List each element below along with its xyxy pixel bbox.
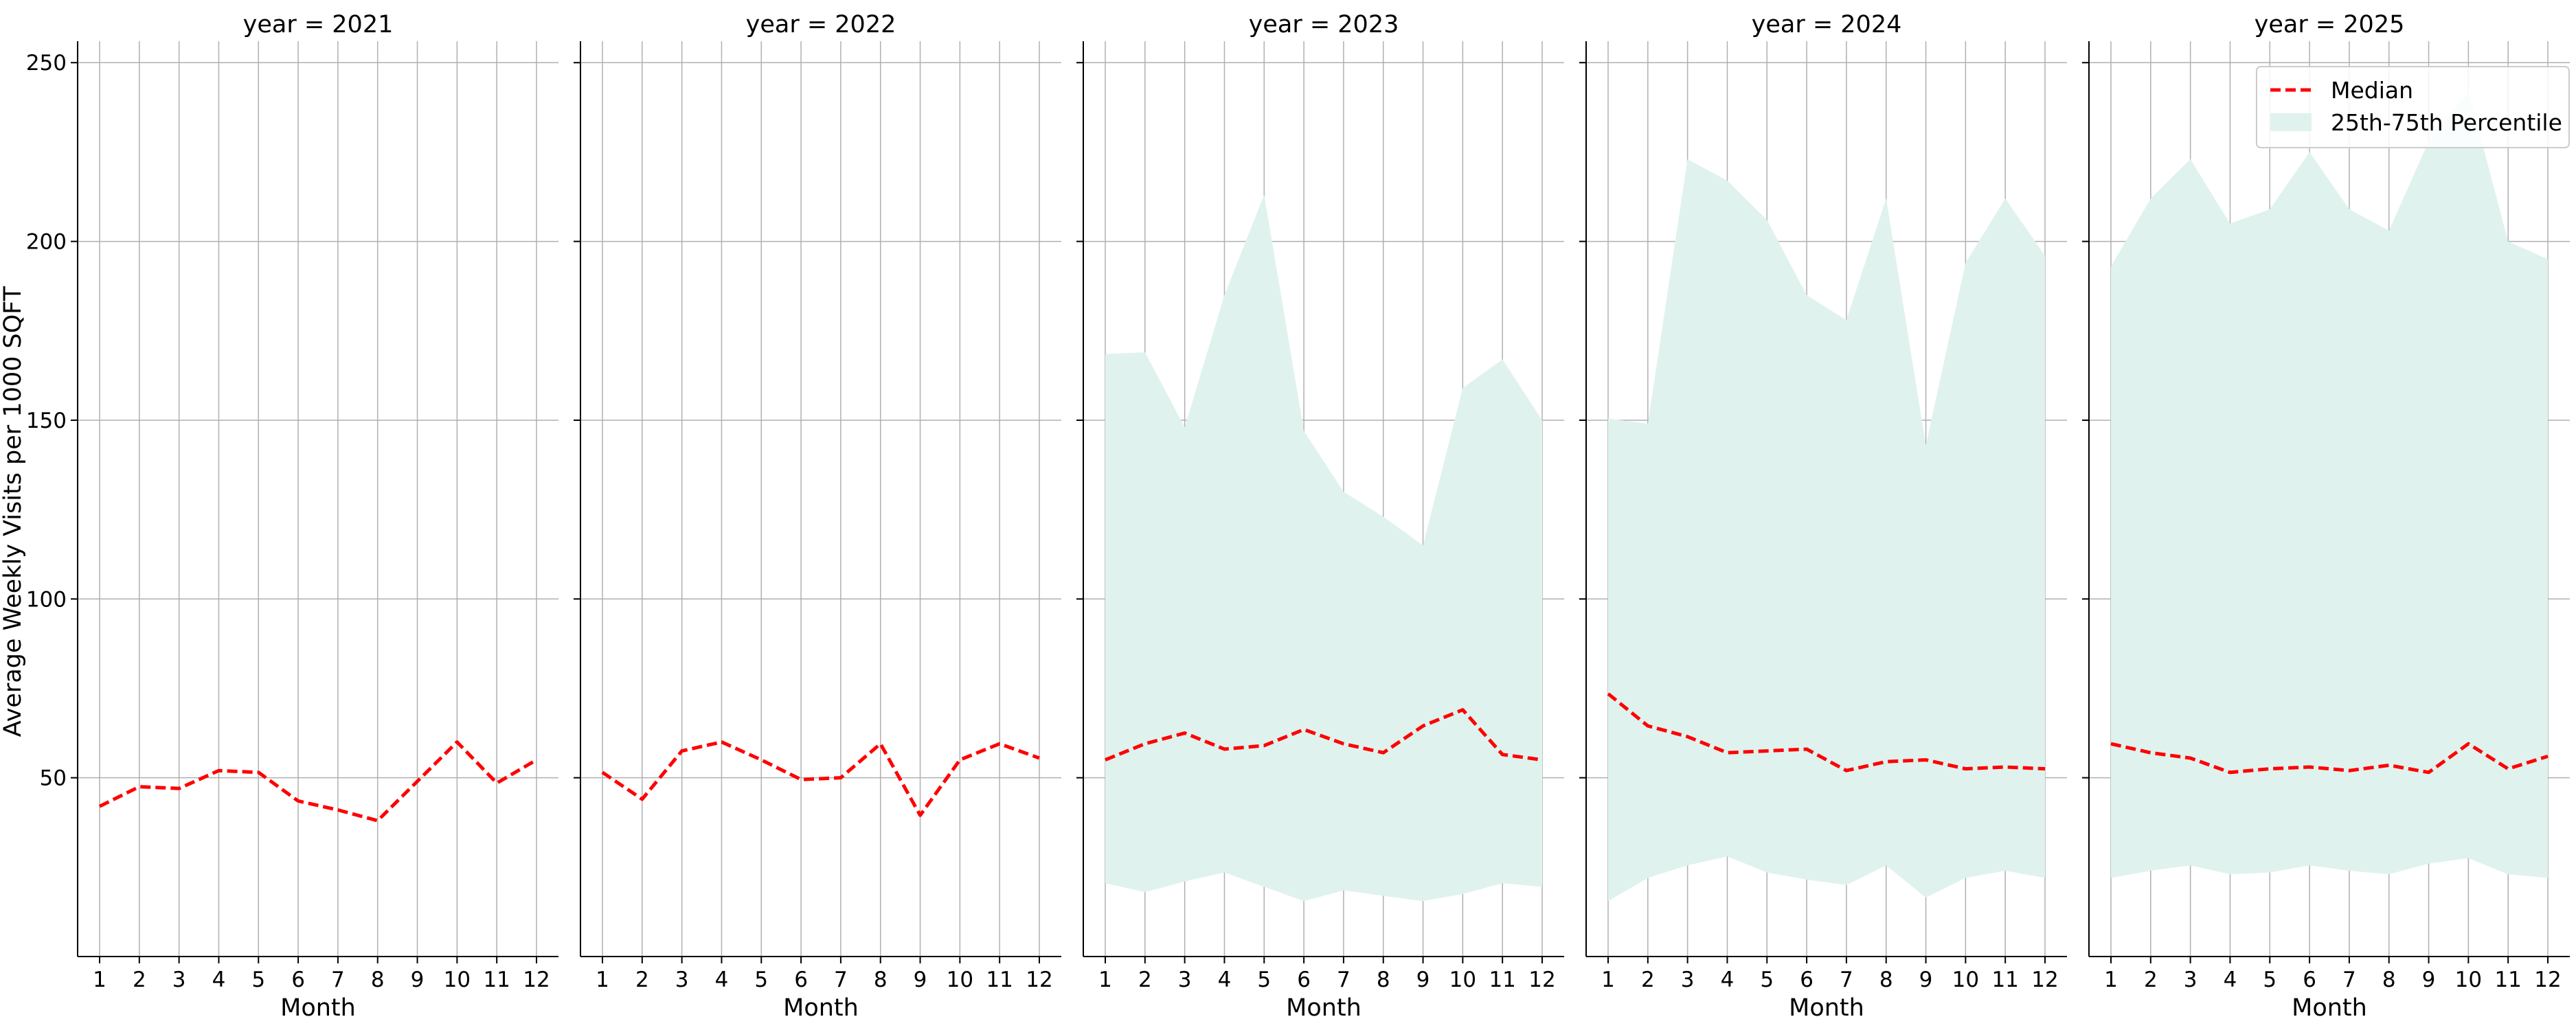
x-tick-label: 7 [2342, 968, 2356, 992]
median-line [601, 740, 1040, 817]
x-tick-label: 2 [635, 968, 649, 992]
percentile-band [1608, 159, 2045, 902]
x-tick-label: 1 [93, 968, 106, 992]
x-tick-label: 12 [1528, 968, 1555, 992]
x-tick-label: 3 [675, 968, 689, 992]
x-tick-label: 10 [1952, 968, 1979, 992]
x-axis-label: Month [1286, 994, 1362, 1022]
x-tick-label: 4 [212, 968, 226, 992]
x-axis-label: Month [2292, 994, 2367, 1022]
median-line [98, 740, 538, 823]
legend-band-swatch [2270, 113, 2312, 131]
y-tick-label: 100 [26, 587, 67, 612]
x-tick-label: 2 [1641, 968, 1655, 992]
x-tick-label: 10 [1449, 968, 1476, 992]
median-line [1607, 692, 2046, 772]
x-tick-label: 8 [371, 968, 385, 992]
x-tick-label: 1 [1098, 968, 1112, 992]
x-tick-label: 9 [1416, 968, 1430, 992]
x-tick-label: 1 [596, 968, 609, 992]
panel-title: year = 2022 [746, 11, 896, 38]
x-tick-label: 12 [1026, 968, 1052, 992]
median-line [1105, 708, 1543, 762]
x-tick-label: 8 [1879, 968, 1893, 992]
x-tick-label: 11 [1991, 968, 2018, 992]
x-tick-label: 11 [1489, 968, 1515, 992]
x-tick-label: 4 [1721, 968, 1735, 992]
x-tick-label: 7 [331, 968, 345, 992]
panel-title: year = 2021 [243, 11, 394, 38]
legend-median-label: Median [2331, 77, 2413, 104]
x-tick-label: 8 [1377, 968, 1390, 992]
x-tick-label: 1 [2104, 968, 2118, 992]
x-tick-label: 5 [1257, 968, 1271, 992]
x-tick-label: 6 [1297, 968, 1311, 992]
panel-title: year = 2025 [2255, 11, 2405, 38]
x-axis-label: Month [783, 994, 859, 1022]
x-tick-label: 5 [2263, 968, 2276, 992]
x-tick-label: 2 [2144, 968, 2158, 992]
panel-title: year = 2023 [1249, 11, 1399, 38]
x-tick-label: 9 [1919, 968, 1933, 992]
x-tick-label: 10 [444, 968, 471, 992]
x-tick-label: 7 [1840, 968, 1853, 992]
x-tick-label: 12 [2534, 968, 2561, 992]
x-tick-label: 7 [1337, 968, 1351, 992]
x-tick-label: 12 [2031, 968, 2058, 992]
x-tick-label: 3 [2184, 968, 2197, 992]
x-tick-label: 2 [1138, 968, 1152, 992]
x-tick-label: 11 [986, 968, 1013, 992]
x-tick-label: 12 [523, 968, 550, 992]
x-tick-label: 4 [1218, 968, 1232, 992]
y-tick-label: 50 [40, 766, 67, 791]
x-tick-label: 5 [1760, 968, 1774, 992]
median-line [2110, 742, 2549, 775]
legend-box [2256, 66, 2570, 148]
x-tick-label: 8 [874, 968, 888, 992]
x-tick-label: 2 [133, 968, 146, 992]
x-tick-label: 5 [754, 968, 768, 992]
x-tick-label: 3 [172, 968, 186, 992]
x-tick-label: 11 [2494, 968, 2521, 992]
x-tick-label: 6 [1800, 968, 1814, 992]
x-tick-label: 1 [1601, 968, 1615, 992]
x-tick-label: 9 [914, 968, 927, 992]
x-tick-label: 3 [1178, 968, 1192, 992]
x-axis-label: Month [1789, 994, 1864, 1022]
x-tick-label: 9 [2422, 968, 2436, 992]
percentile-band [2111, 91, 2548, 878]
y-tick-label: 250 [26, 51, 67, 76]
legend-band-label: 25th-75th Percentile [2331, 109, 2562, 136]
x-tick-label: 3 [1681, 968, 1695, 992]
x-tick-label: 10 [947, 968, 973, 992]
x-tick-label: 9 [411, 968, 425, 992]
x-tick-label: 8 [2382, 968, 2396, 992]
legend: Median 25th-75th Percentile [2256, 66, 2570, 148]
x-axis-label: Month [280, 994, 356, 1022]
y-tick-label: 150 [26, 409, 67, 433]
x-tick-label: 4 [715, 968, 729, 992]
x-tick-label: 7 [834, 968, 848, 992]
x-tick-label: 5 [251, 968, 265, 992]
percentile-band [1105, 194, 1542, 902]
x-tick-label: 6 [794, 968, 808, 992]
x-tick-label: 10 [2455, 968, 2482, 992]
panel-title: year = 2024 [1752, 11, 1902, 38]
x-tick-label: 6 [2303, 968, 2316, 992]
x-tick-label: 4 [2224, 968, 2237, 992]
x-tick-label: 6 [291, 968, 305, 992]
y-tick-label: 200 [26, 230, 67, 255]
y-axis-label: Average Weekly Visits per 1000 SQFT [0, 286, 27, 737]
x-tick-label: 11 [483, 968, 510, 992]
